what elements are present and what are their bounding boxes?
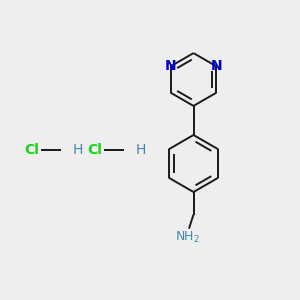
Text: Cl: Cl — [24, 143, 39, 157]
Text: Cl: Cl — [87, 143, 102, 157]
Text: N: N — [165, 59, 176, 73]
Text: N: N — [211, 59, 222, 73]
Text: H: H — [136, 143, 146, 157]
Text: NH$_2$: NH$_2$ — [175, 230, 200, 245]
Text: H: H — [73, 143, 83, 157]
